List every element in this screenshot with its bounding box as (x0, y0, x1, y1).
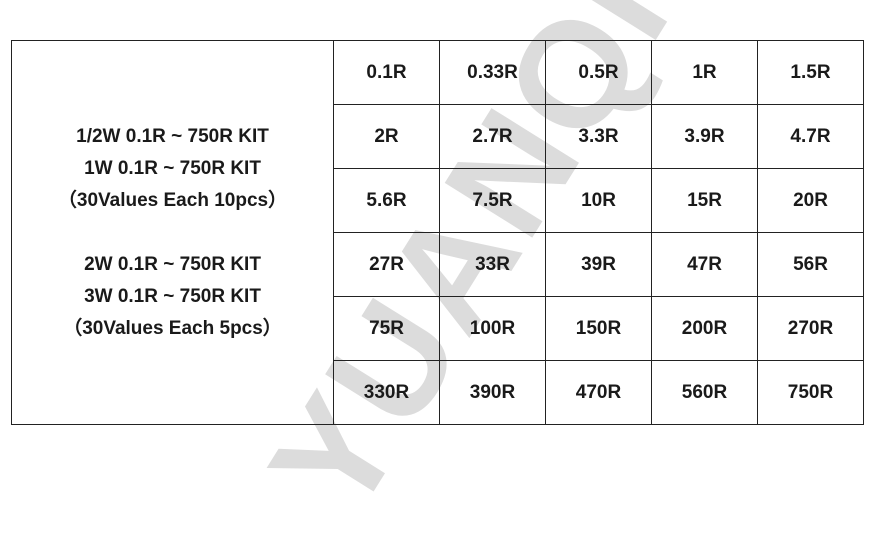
table-row: 1/2W 0.1R ~ 750R KIT 1W 0.1R ~ 750R KIT （3… (11, 40, 864, 425)
resistor-value-cell: 390R (439, 360, 546, 425)
table-row: 75R 100R 150R 200R 270R (12, 296, 864, 361)
resistor-value-cell: 330R (333, 360, 440, 425)
kit-description-line: （30Values Each 10pcs） (57, 189, 288, 211)
resistor-value-cell: 3.9R (651, 104, 758, 169)
spacer (12, 217, 333, 249)
resistor-value-cell: 15R (651, 168, 758, 233)
resistor-value-cell: 100R (439, 296, 546, 361)
resistor-value-cell: 47R (651, 232, 758, 297)
resistor-value-cell: 39R (545, 232, 652, 297)
resistor-value-cell: 4.7R (757, 104, 864, 169)
resistor-value-cell: 0.1R (333, 40, 440, 105)
resistor-value-cell: 2.7R (439, 104, 546, 169)
resistor-value-cell: 200R (651, 296, 758, 361)
resistor-value-cell: 27R (333, 232, 440, 297)
resistor-value-cell: 3.3R (545, 104, 652, 169)
kit-description-line: 2W 0.1R ~ 750R KIT (84, 253, 261, 275)
resistor-value-cell: 1R (651, 40, 758, 105)
kit-description-line: 1/2W 0.1R ~ 750R KIT (76, 125, 269, 147)
resistor-value-cell: 150R (545, 296, 652, 361)
table-row: 330R 390R 470R 560R 750R (12, 360, 864, 425)
table-row: 2R 2.7R 3.3R 3.9R 4.7R (12, 104, 864, 169)
resistor-value-cell: 470R (545, 360, 652, 425)
resistor-value-cell: 560R (651, 360, 758, 425)
table-row: 5.6R 7.5R 10R 15R 20R (12, 168, 864, 233)
kit-description-line: 3W 0.1R ~ 750R KIT (84, 285, 261, 307)
resistor-values-table: 1/2W 0.1R ~ 750R KIT 1W 0.1R ~ 750R KIT （3… (11, 40, 864, 425)
resistor-value-cell: 75R (333, 296, 440, 361)
kit-description-line: （30Values Each 5pcs） (63, 317, 282, 339)
resistor-value-cell: 2R (333, 104, 440, 169)
resistor-value-cell: 750R (757, 360, 864, 425)
resistor-value-cell: 0.5R (545, 40, 652, 105)
resistor-value-cell: 270R (757, 296, 864, 361)
kit-description: 1/2W 0.1R ~ 750R KIT 1W 0.1R ~ 750R KIT （3… (11, 40, 334, 425)
kit-description-line: 1W 0.1R ~ 750R KIT (84, 157, 261, 179)
resistor-value-cell: 5.6R (333, 168, 440, 233)
resistor-value-cell: 56R (757, 232, 864, 297)
table-row: 27R 33R 39R 47R 56R (12, 232, 864, 297)
resistor-value-cell: 33R (439, 232, 546, 297)
resistor-value-cell: 7.5R (439, 168, 546, 233)
resistor-value-cell: 10R (545, 168, 652, 233)
resistor-value-cell: 0.33R (439, 40, 546, 105)
resistor-value-cell: 1.5R (757, 40, 864, 105)
resistor-value-cell: 20R (757, 168, 864, 233)
